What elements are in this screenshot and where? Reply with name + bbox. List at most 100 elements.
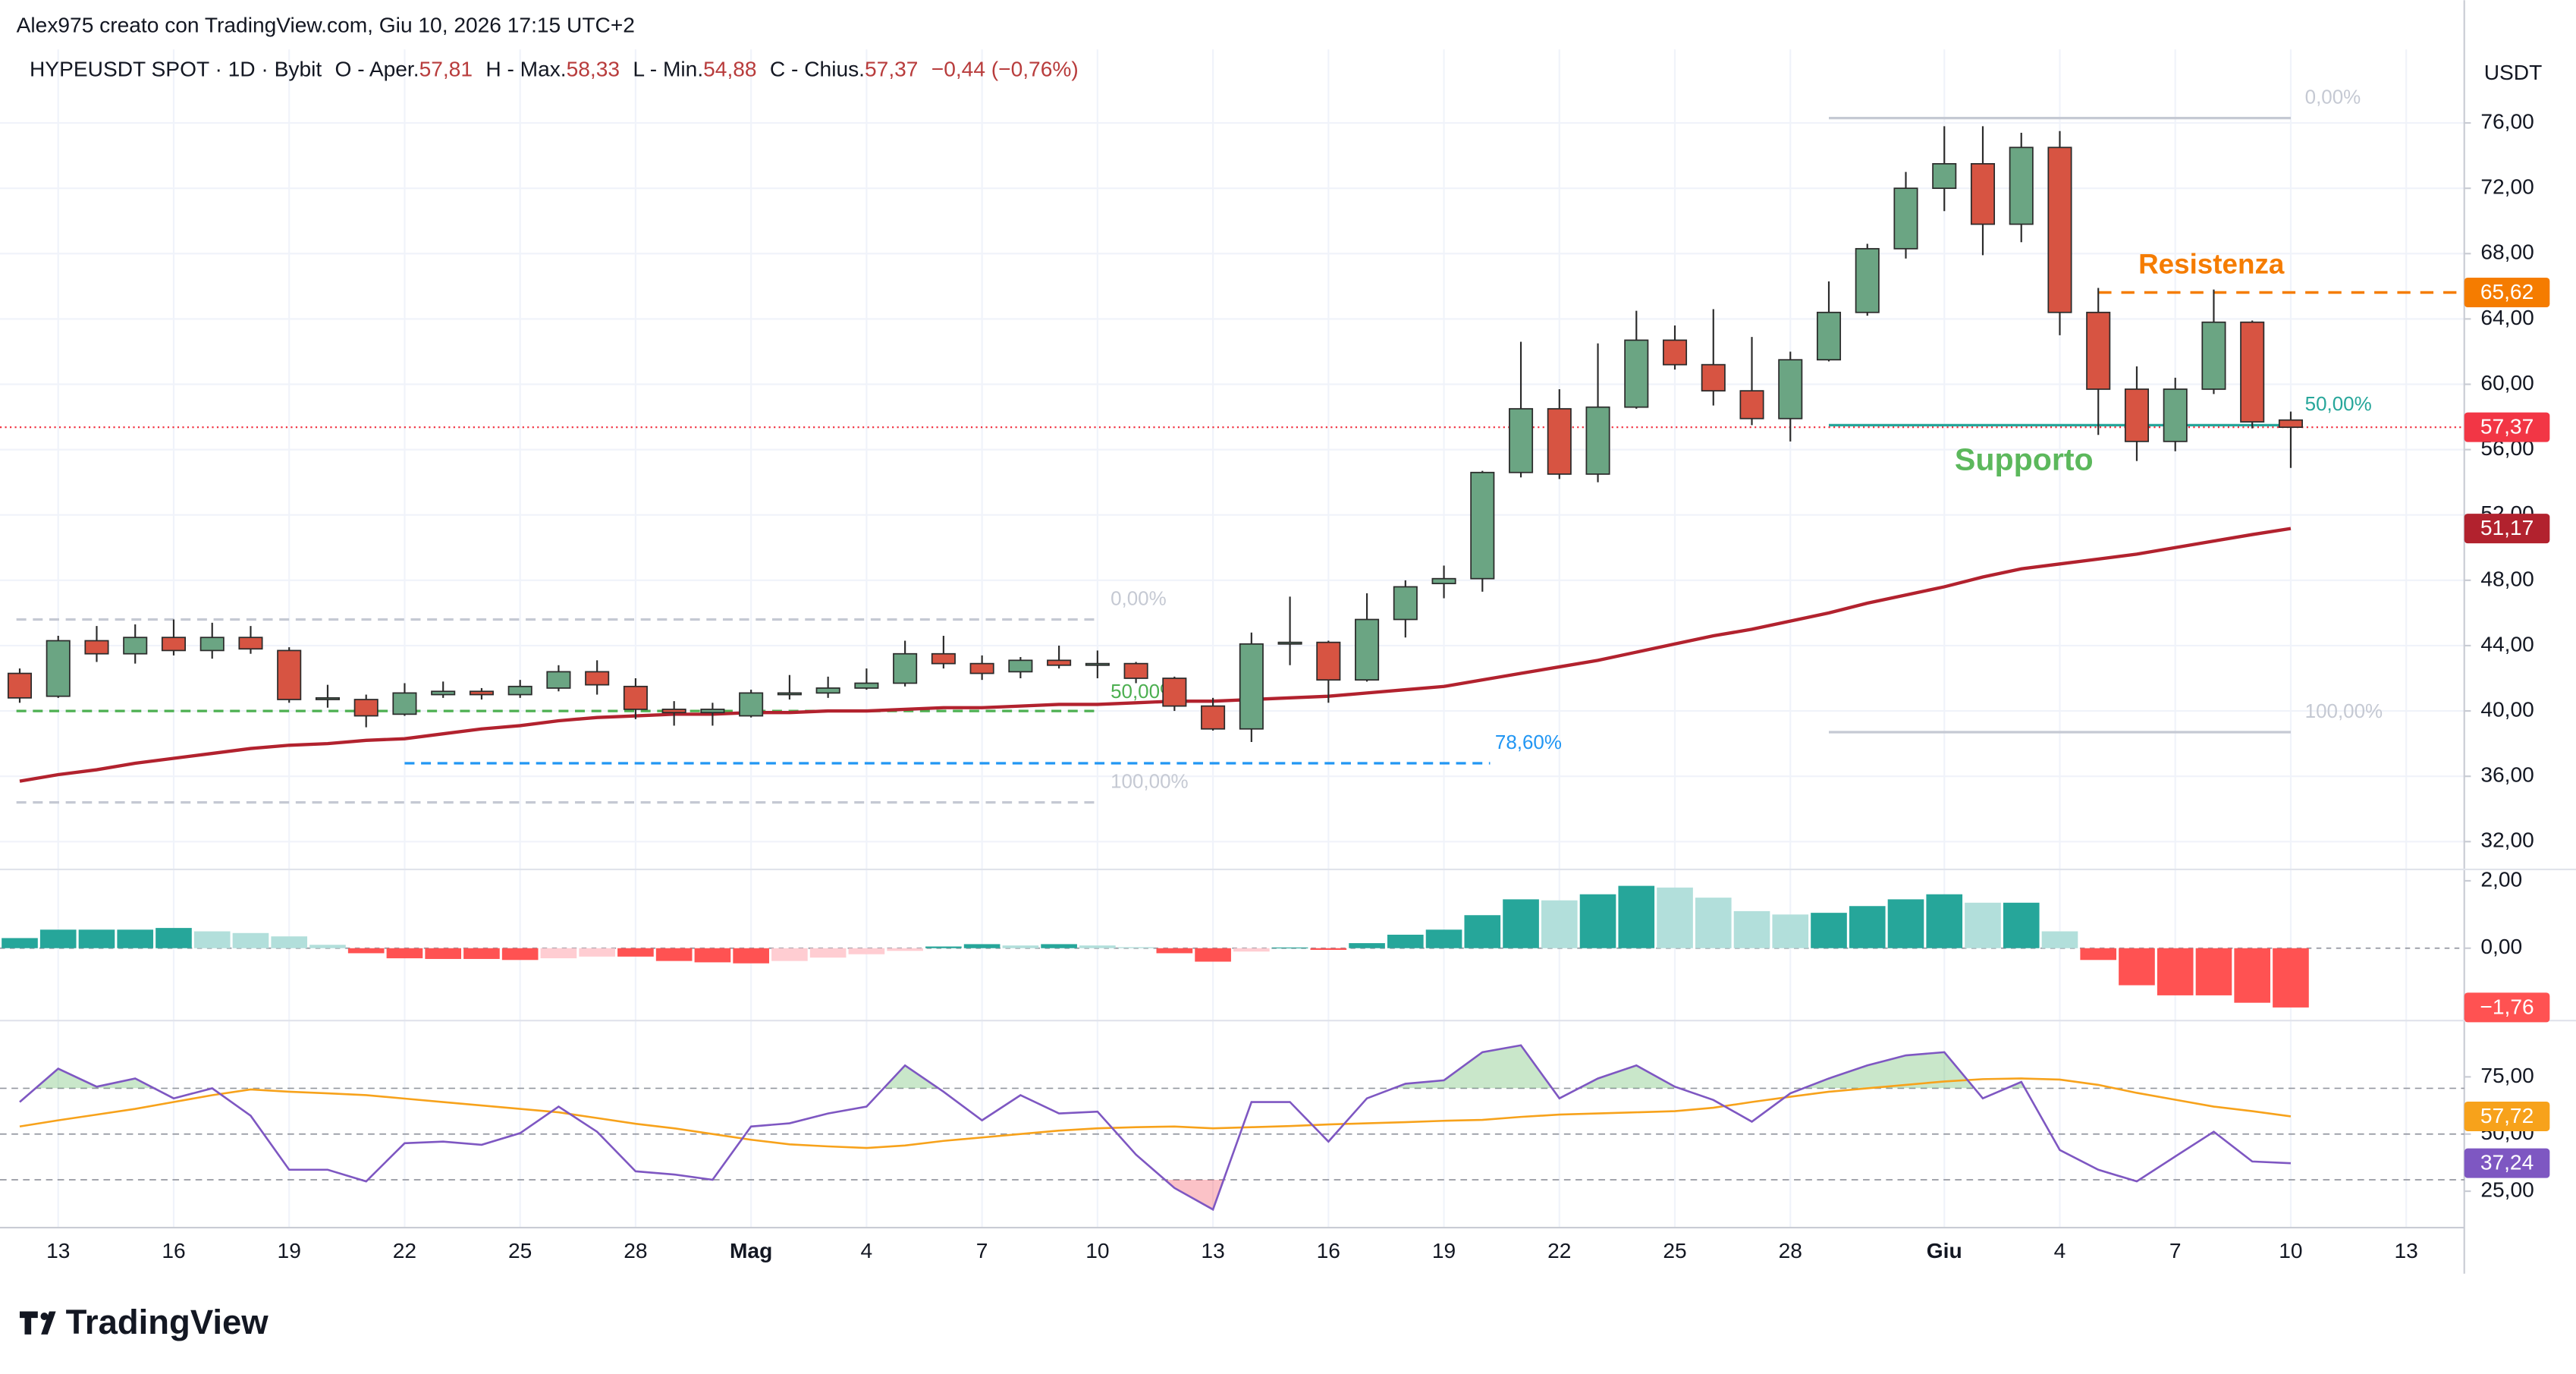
x-tick-label: 13 [46,1239,70,1262]
candle-body [2086,311,2111,390]
macd-bar [1579,894,1616,948]
high-label: H - Max. [485,58,566,81]
macd-bar [39,929,77,948]
y-tick-label: 60,00 [2480,371,2534,395]
rsi-badge-bg [2464,1148,2550,1178]
candle-body [238,637,263,650]
support-label: Supporto [1955,442,2094,477]
macd-bar [1156,948,1193,954]
macd-bar [771,948,808,961]
close-value: 57,37 [865,58,918,81]
y-tick-label: 48,00 [2480,567,2534,590]
macd-bar [1772,914,1809,948]
x-tick-label: Mag [730,1239,772,1262]
legend: HYPEUSDT SPOT · 1D · Bybit O - Aper.57,81… [30,58,1079,81]
candle-body [2009,146,2034,225]
candle-body [84,640,109,655]
macd-bar [1887,899,1924,948]
macd-bar [1425,929,1462,948]
x-tick-label: 4 [2054,1239,2066,1262]
macd-bar [2195,948,2232,995]
open-label: O - Aper. [335,58,419,81]
candle-body [546,671,571,689]
macd-bar [156,928,192,948]
candle-body [1547,407,1572,475]
resistance-badge-bg [2464,278,2550,307]
x-tick-label: 16 [1317,1239,1340,1262]
x-tick-label: 28 [1779,1239,1802,1262]
high-value: 58,33 [567,58,620,81]
x-tick-label: 16 [162,1239,185,1262]
candle-body [1085,662,1110,666]
low-value: 54,88 [703,58,756,81]
resistance-badge: 65,62 [2480,280,2534,303]
x-tick-label: 10 [2279,1239,2302,1262]
candle-body [2163,388,2188,442]
macd-bar [2003,902,2040,948]
macd-bar [1233,948,1270,952]
candle-body [1431,577,1456,585]
fib-label: 78,60% [1495,731,1562,753]
currency: USDT [2484,61,2543,84]
macd-bar [1195,948,1231,962]
fib-label: 100,00% [2305,700,2383,722]
creator-note: Alex975 creato con TradingView.com, Giu … [17,13,635,36]
macd-bar [1657,887,1693,948]
candle-body [431,690,456,696]
macd-bar [1079,945,1116,948]
macd-bar [1002,945,1039,948]
candle-body [931,652,956,665]
candle-body [2278,419,2303,428]
macd-bar [347,948,385,954]
candle-body [777,692,802,696]
ma-badge-bg [2464,514,2550,544]
fib-label: 50,00% [2305,392,2372,415]
macd-bar [579,948,615,957]
candle-body [739,692,764,717]
macd-bar [463,948,500,959]
x-tick-label: 10 [1085,1239,1109,1262]
candle-body [893,652,918,684]
rsi-badge: 37,24 [2480,1151,2534,1174]
candle-body [1778,359,1803,420]
symbol: HYPEUSDT SPOT · 1D · Bybit [30,58,322,81]
fib-label: 0,00% [2305,85,2361,108]
macd-bar [193,931,231,948]
macd-bar [271,936,308,948]
y-tick-label: 76,00 [2480,109,2534,133]
macd-bar [1117,947,1154,948]
macd-bar [1733,910,1770,948]
macd-bar [501,948,539,961]
candle-body [1047,659,1072,666]
y-tick-label: 64,00 [2480,306,2534,329]
macd-bar [1310,948,1347,950]
candle-body [469,690,494,696]
macd-bar [617,948,654,957]
fib-label: 100,00% [1111,769,1189,792]
candle-body [2240,321,2265,423]
price-badge: 57,37 [2480,415,2534,439]
rsi-line [19,1044,2292,1212]
x-tick-label: 13 [1201,1239,1224,1262]
macd-bar [887,948,923,951]
logo-dot [40,1313,49,1320]
candle-body [2201,321,2226,390]
open-value: 57,81 [419,58,473,81]
macd-bar [655,948,693,961]
macd-bar [2234,948,2271,1003]
candle-body [1316,641,1341,681]
resistance-label: Resistenza [2138,249,2285,280]
y-tick-label: 44,00 [2480,632,2534,656]
fib-label: 0,00% [1111,586,1167,609]
logo-icon [19,1311,56,1335]
y-tick-label: 68,00 [2480,241,2534,264]
x-tick-label: Giu [1927,1239,1962,1262]
candle-body [854,682,879,689]
x-tick-label: 4 [861,1239,873,1262]
macd-bar [1387,934,1424,948]
candle-body [353,699,379,717]
macd-bar [540,948,577,959]
